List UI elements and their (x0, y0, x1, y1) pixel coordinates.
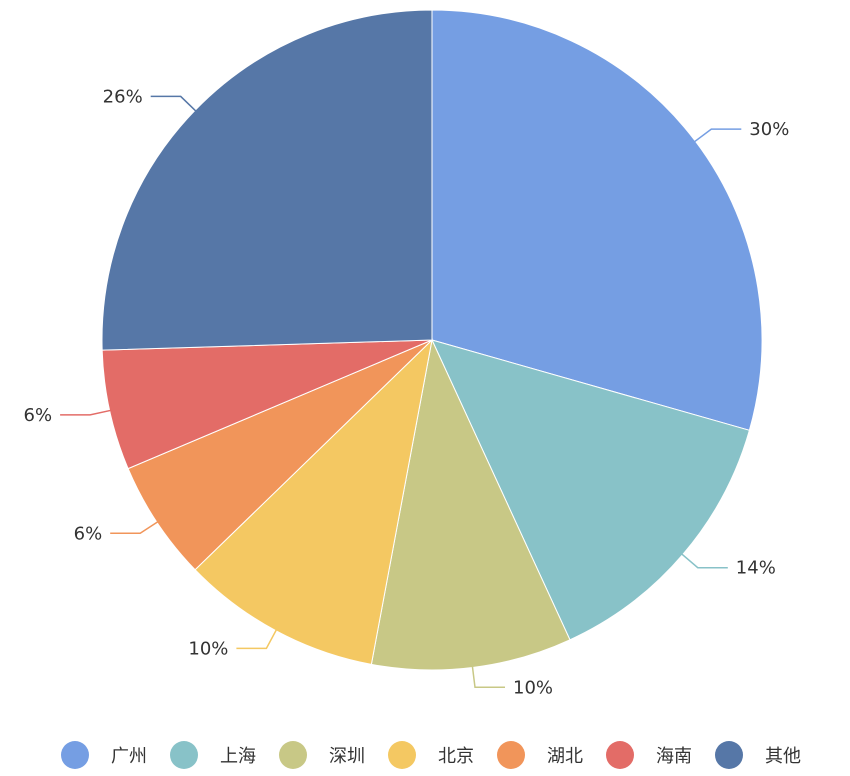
legend-label: 上海 (220, 746, 256, 767)
legend-swatch (497, 741, 525, 769)
legend-label: 北京 (438, 746, 474, 767)
legend-label: 广州 (111, 746, 147, 767)
legend-label: 其他 (765, 746, 801, 767)
leader-line (680, 552, 728, 569)
legend-item[interactable]: 深圳 (279, 741, 365, 769)
leader-line (110, 520, 160, 535)
legend-item[interactable]: 北京 (388, 741, 474, 769)
legend-swatch (170, 741, 198, 769)
leader-line (60, 409, 112, 416)
slice-percent-label: 10% (513, 677, 553, 698)
legend-item[interactable]: 湖北 (497, 741, 583, 769)
legend-swatch (715, 741, 743, 769)
slice-percent-label: 14% (736, 558, 776, 579)
legend-item[interactable]: 广州 (61, 741, 147, 769)
legend: 广州 上海 深圳 北京 湖北 海南 其他 (61, 741, 801, 769)
legend-swatch (279, 741, 307, 769)
legend-label: 湖北 (547, 746, 583, 767)
pie-slice (101, 9, 433, 351)
pie-slices (101, 9, 763, 671)
legend-label: 深圳 (329, 746, 365, 767)
slice-percent-label: 10% (188, 638, 228, 659)
legend-swatch (61, 741, 89, 769)
slice-percent-label: 26% (103, 86, 143, 107)
leader-line (693, 128, 742, 143)
leader-line (236, 628, 278, 650)
legend-label: 海南 (656, 746, 692, 767)
legend-item[interactable]: 海南 (606, 741, 692, 769)
legend-swatch (388, 741, 416, 769)
leader-line (471, 665, 505, 689)
legend-item[interactable]: 其他 (715, 741, 801, 769)
leader-line (150, 95, 198, 113)
legend-swatch (606, 741, 634, 769)
label-leader-lines (60, 95, 742, 689)
slice-labels: 30% 14% 10% 10% 6% 6% 26% (24, 86, 790, 698)
slice-percent-label: 6% (24, 405, 53, 426)
slice-percent-label: 30% (749, 119, 789, 140)
legend-item[interactable]: 上海 (170, 741, 256, 769)
slice-percent-label: 6% (74, 523, 103, 544)
